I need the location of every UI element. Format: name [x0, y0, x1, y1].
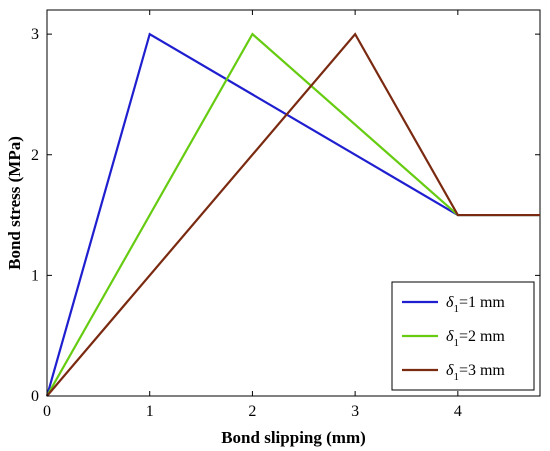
- y-axis-label: Bond stress (MPa): [5, 136, 24, 270]
- x-tick-label: 2: [248, 403, 256, 420]
- legend: δ1=1 mm δ1=2 mm δ1=3 mm: [391, 281, 535, 391]
- x-tick-label: 0: [43, 403, 51, 420]
- x-axis-label: Bond slipping (mm): [221, 428, 366, 447]
- x-tick-label: 4: [454, 403, 462, 420]
- y-tick-label: 2: [31, 147, 39, 164]
- y-tick-label: 0: [31, 388, 39, 405]
- x-tick-label: 1: [146, 403, 154, 420]
- legend-label-2: δ1=2 mm: [446, 328, 505, 349]
- y-tick-label: 1: [31, 267, 39, 284]
- y-tick-label: 3: [31, 26, 39, 43]
- axes-layer: 0 1 2 3 4 0 1 2 3: [31, 10, 540, 420]
- series-line-3: [46, 32, 540, 397]
- series-layer: [45, 32, 540, 397]
- legend-label-3: δ1=3 mm: [446, 362, 505, 383]
- x-tick-label: 3: [351, 403, 359, 420]
- legend-label-1: δ1=1 mm: [446, 294, 505, 315]
